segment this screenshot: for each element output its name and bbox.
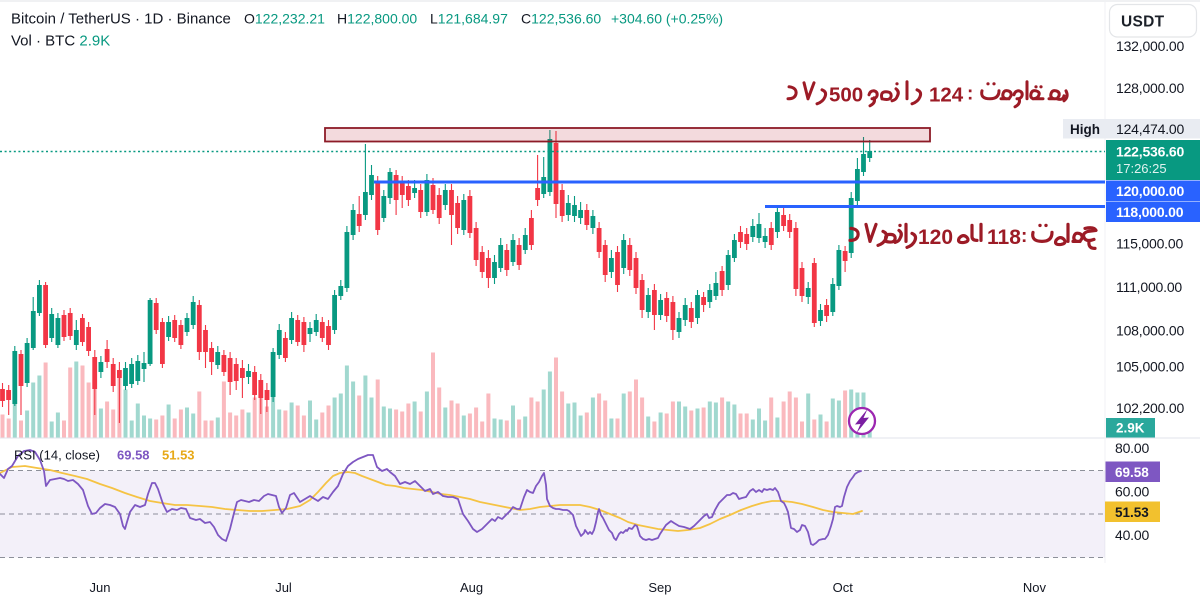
svg-text:124,474.00: 124,474.00 bbox=[1116, 121, 1184, 137]
svg-text::: : bbox=[1021, 226, 1027, 247]
svg-text:122,536.60: 122,536.60 bbox=[1116, 144, 1184, 160]
svg-text:Nov: Nov bbox=[1023, 580, 1047, 595]
svg-text:2.9K: 2.9K bbox=[1116, 421, 1145, 436]
svg-text:60.00: 60.00 bbox=[1115, 483, 1149, 499]
svg-text:USDT: USDT bbox=[1121, 14, 1165, 31]
svg-text:Bitcoin / TetherUS · 1D · Bina: Bitcoin / TetherUS · 1D · Binance bbox=[11, 11, 231, 28]
svg-text:120: 120 bbox=[918, 226, 953, 249]
svg-text:102,200.00: 102,200.00 bbox=[1116, 400, 1184, 416]
svg-text::: : bbox=[967, 83, 973, 104]
svg-text:H122,800.00: H122,800.00 bbox=[337, 11, 417, 27]
svg-text:C122,536.60: C122,536.60 bbox=[521, 11, 601, 27]
svg-text:108,000.00: 108,000.00 bbox=[1116, 322, 1184, 338]
svg-text:Sep: Sep bbox=[648, 580, 671, 595]
svg-text:69.58: 69.58 bbox=[1115, 465, 1149, 480]
svg-text:Jul: Jul bbox=[275, 580, 292, 595]
svg-text:128,000.00: 128,000.00 bbox=[1116, 80, 1184, 96]
svg-text:132,000.00: 132,000.00 bbox=[1116, 38, 1184, 54]
svg-text:17:26:25: 17:26:25 bbox=[1116, 161, 1167, 176]
svg-text:High: High bbox=[1070, 122, 1100, 137]
svg-text:105,000.00: 105,000.00 bbox=[1116, 358, 1184, 374]
svg-text:Vol · BTC 2.9K: Vol · BTC 2.9K bbox=[11, 33, 110, 50]
svg-text:118,000.00: 118,000.00 bbox=[1116, 204, 1184, 220]
svg-text:Oct: Oct bbox=[833, 580, 854, 595]
svg-text:115,000.00: 115,000.00 bbox=[1116, 235, 1183, 251]
svg-text:L121,684.97: L121,684.97 bbox=[430, 11, 508, 27]
svg-text:500: 500 bbox=[829, 83, 863, 106]
svg-text:118: 118 bbox=[987, 226, 1021, 249]
svg-text:Aug: Aug bbox=[460, 580, 483, 595]
svg-text:111,000.00: 111,000.00 bbox=[1116, 279, 1182, 295]
svg-text:O122,232.21: O122,232.21 bbox=[244, 11, 325, 27]
svg-text:51.53: 51.53 bbox=[1115, 505, 1149, 520]
svg-text:124: 124 bbox=[929, 83, 964, 106]
svg-text:80.00: 80.00 bbox=[1115, 440, 1149, 456]
svg-text:Jun: Jun bbox=[90, 580, 111, 595]
svg-text:+304.60 (+0.25%): +304.60 (+0.25%) bbox=[611, 11, 723, 27]
svg-text:120,000.00: 120,000.00 bbox=[1116, 183, 1184, 199]
svg-text:40.00: 40.00 bbox=[1115, 527, 1149, 543]
